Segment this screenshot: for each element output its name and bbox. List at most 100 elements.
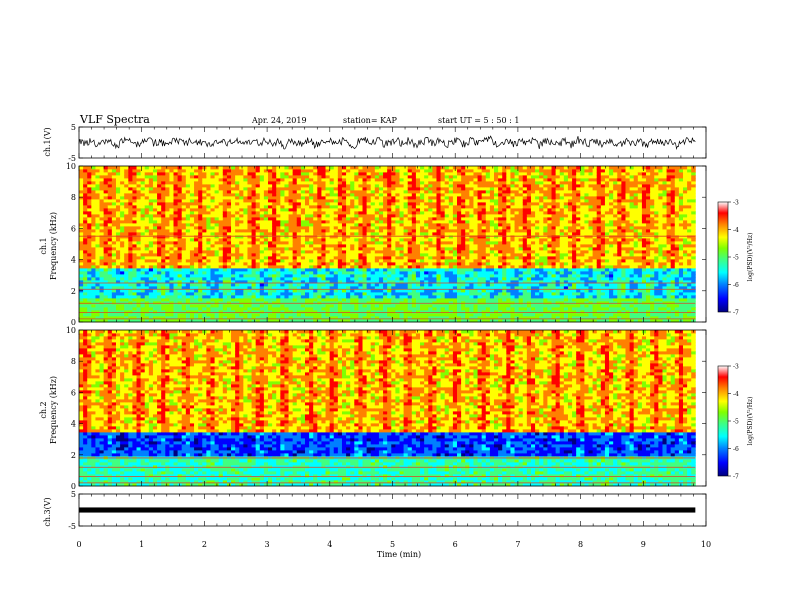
spectrogram-cell [210, 184, 215, 188]
spectrogram-cell [79, 286, 84, 290]
spectrogram-cell [358, 214, 363, 218]
spectrogram-cell [136, 250, 142, 254]
spectrogram-cell [461, 271, 466, 275]
spectrogram-cell [407, 214, 413, 218]
spectrogram-cell [366, 199, 372, 203]
spectrogram-cell [428, 199, 433, 203]
spectrogram-cell [251, 226, 257, 230]
spectrogram-cell [107, 214, 113, 218]
spectrogram-cell [424, 205, 429, 209]
spectrogram-cell [395, 265, 400, 269]
spectrogram-cell [226, 304, 232, 308]
spectrogram-cell [87, 292, 92, 296]
spectrogram-cell [99, 265, 105, 269]
spectrogram-cell [210, 190, 215, 194]
spectrogram-cell [95, 235, 100, 239]
spectrogram-cell [387, 289, 392, 293]
spectrogram-cell [194, 262, 199, 266]
spectrogram-cell [226, 214, 232, 218]
spectrogram-cell [222, 319, 228, 323]
spectrogram-cell [354, 187, 359, 191]
spectrogram-cell [231, 244, 236, 248]
spectrogram-cell [259, 187, 265, 191]
spectrogram-cell [206, 256, 211, 260]
spectrogram-cell [181, 229, 187, 233]
spectrogram-cell [218, 244, 224, 248]
spectrogram-cell [313, 184, 318, 188]
spectrogram-cell [243, 256, 248, 260]
spectrogram-cell [251, 295, 257, 299]
spectrogram-cell [95, 262, 100, 266]
spectrogram-cell [198, 265, 203, 269]
spectrogram-cell [259, 196, 265, 200]
spectrogram-cell [374, 226, 380, 230]
spectrogram-cell [95, 259, 100, 263]
spectrogram-cell [346, 289, 351, 293]
spectrogram-cell [440, 187, 446, 191]
spectrogram-cell [354, 310, 359, 314]
spectrogram-cell [140, 211, 146, 215]
spectrogram-cell [144, 319, 150, 323]
spectrogram-cell [243, 307, 248, 311]
spectrogram-cell [457, 184, 462, 188]
spectrogram-cell [309, 166, 314, 170]
spectrogram-cell [296, 244, 302, 248]
spectrogram-cell [173, 208, 179, 212]
spectrogram-cell [115, 307, 121, 311]
spectrogram-cell [263, 274, 269, 278]
spectrogram-cell [206, 268, 211, 272]
spectrogram-cell [268, 295, 273, 299]
spectrogram-cell [185, 289, 191, 293]
spectrogram-cell [115, 187, 121, 191]
spectrogram-cell [432, 280, 437, 284]
spectrogram-cell [374, 292, 380, 296]
spectrogram-cell [124, 316, 129, 320]
spectrogram-cell [325, 319, 331, 323]
spectrogram-cell [321, 304, 326, 308]
spectrogram-cell [424, 178, 429, 182]
spectrogram-cell [304, 253, 310, 257]
spectrogram-cell [317, 277, 322, 281]
spectrogram-cell [177, 238, 183, 242]
spectrogram-cell [140, 169, 146, 173]
spectrogram-cell [370, 184, 376, 188]
spectrogram-cell [185, 190, 191, 194]
spectrogram-cell [325, 175, 331, 179]
spectrogram-cell [407, 178, 413, 182]
spectrogram-cell [272, 274, 277, 278]
spectrogram-cell [210, 247, 215, 251]
spectrogram-cell [206, 169, 211, 173]
spectrogram-cell [329, 232, 335, 236]
spectrogram-cell [341, 280, 347, 284]
spectrogram-cell [91, 181, 96, 185]
spectrogram-cell [354, 265, 359, 269]
spectrogram-cell [206, 220, 211, 224]
spectrogram-cell [115, 244, 121, 248]
spectrogram-cell [395, 184, 400, 188]
spectrogram-cell [350, 190, 355, 194]
spectrogram-cell [358, 205, 363, 209]
spectrogram-cell [79, 169, 84, 173]
spectrogram-cell [366, 238, 372, 242]
spectrogram-cell [415, 316, 421, 320]
spectrogram-cell [452, 214, 458, 218]
spectrogram-cell [268, 250, 273, 254]
spectrogram-cell [247, 205, 252, 209]
spectrogram-cell [300, 181, 306, 185]
spectrogram-cell [387, 220, 392, 224]
spectrogram-cell [235, 310, 240, 314]
spectrogram-cell [165, 289, 170, 293]
spectrogram-cell [354, 280, 359, 284]
spectrogram-cell [374, 301, 380, 305]
spectrogram-cell [432, 214, 437, 218]
spectrogram-cell [251, 301, 257, 305]
spectrogram-cell [243, 301, 248, 305]
spectrogram-cell [313, 226, 318, 230]
spectrogram-cell [136, 262, 142, 266]
spectrogram-cell [300, 244, 306, 248]
spectrogram-cell [395, 235, 400, 239]
spectrogram-cell [346, 265, 351, 269]
spectrogram-cell [391, 238, 396, 242]
spectrogram-cell [177, 190, 183, 194]
spectrogram-cell [358, 253, 363, 257]
